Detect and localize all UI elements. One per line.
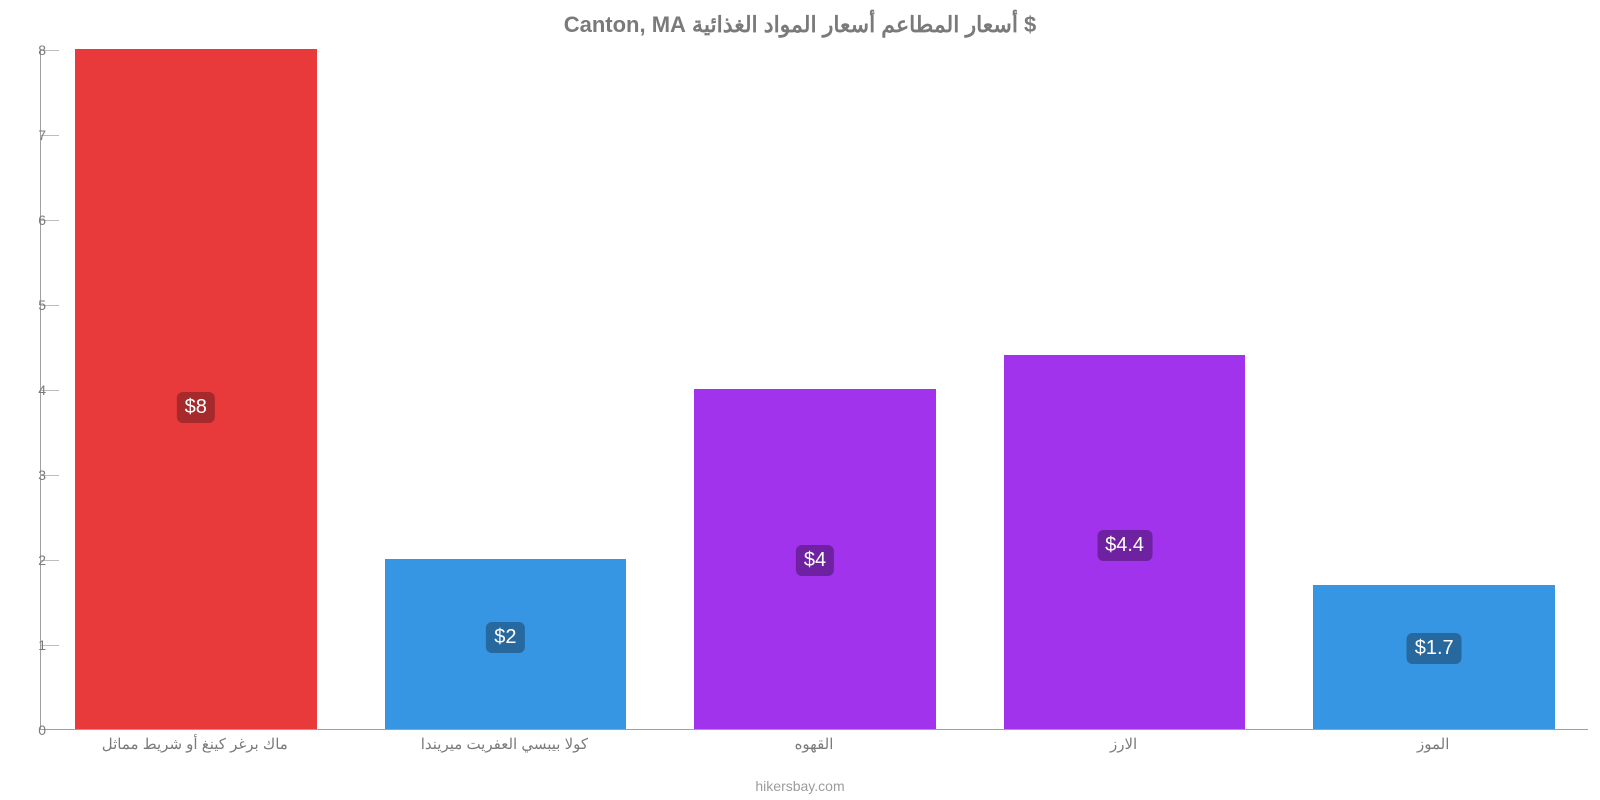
y-axis-tick-label: 8 [16, 42, 46, 58]
bar: $4.4 [1004, 355, 1245, 729]
chart-title: $ أسعار المطاعم أسعار المواد الغذائية Ca… [0, 12, 1600, 38]
chart-credit: hikersbay.com [0, 778, 1600, 794]
y-axis-tick-label: 0 [16, 722, 46, 738]
bar: $4 [694, 389, 935, 729]
y-axis-tick-label: 7 [16, 127, 46, 143]
bar-value-badge: $4.4 [1097, 530, 1152, 561]
bar-value-badge: $4 [796, 545, 834, 576]
x-axis-tick-label: الموز [1417, 735, 1449, 753]
bar: $1.7 [1313, 585, 1554, 730]
y-axis-tick-label: 4 [16, 382, 46, 398]
x-axis-tick-label: الارز [1110, 735, 1137, 753]
bar: $8 [75, 49, 316, 729]
bar: $2 [385, 559, 626, 729]
plot-area: $8 $2 $4 $4.4 $1.7 [40, 50, 1588, 730]
y-axis-tick-label: 2 [16, 552, 46, 568]
bar-value-badge: $2 [486, 622, 524, 653]
x-axis-tick-label: كولا بيبسي العفريت ميريندا [421, 735, 588, 753]
y-axis-tick-label: 1 [16, 637, 46, 653]
x-axis-tick-label: ماك برغر كينغ أو شريط مماثل [102, 735, 288, 753]
bar-value-badge: $8 [177, 392, 215, 423]
y-axis-tick-label: 5 [16, 297, 46, 313]
x-axis-tick-label: القهوه [795, 735, 834, 753]
bar-value-badge: $1.7 [1407, 633, 1462, 664]
y-axis-tick-label: 3 [16, 467, 46, 483]
y-axis-tick-label: 6 [16, 212, 46, 228]
chart-container: $ أسعار المطاعم أسعار المواد الغذائية Ca… [0, 0, 1600, 800]
